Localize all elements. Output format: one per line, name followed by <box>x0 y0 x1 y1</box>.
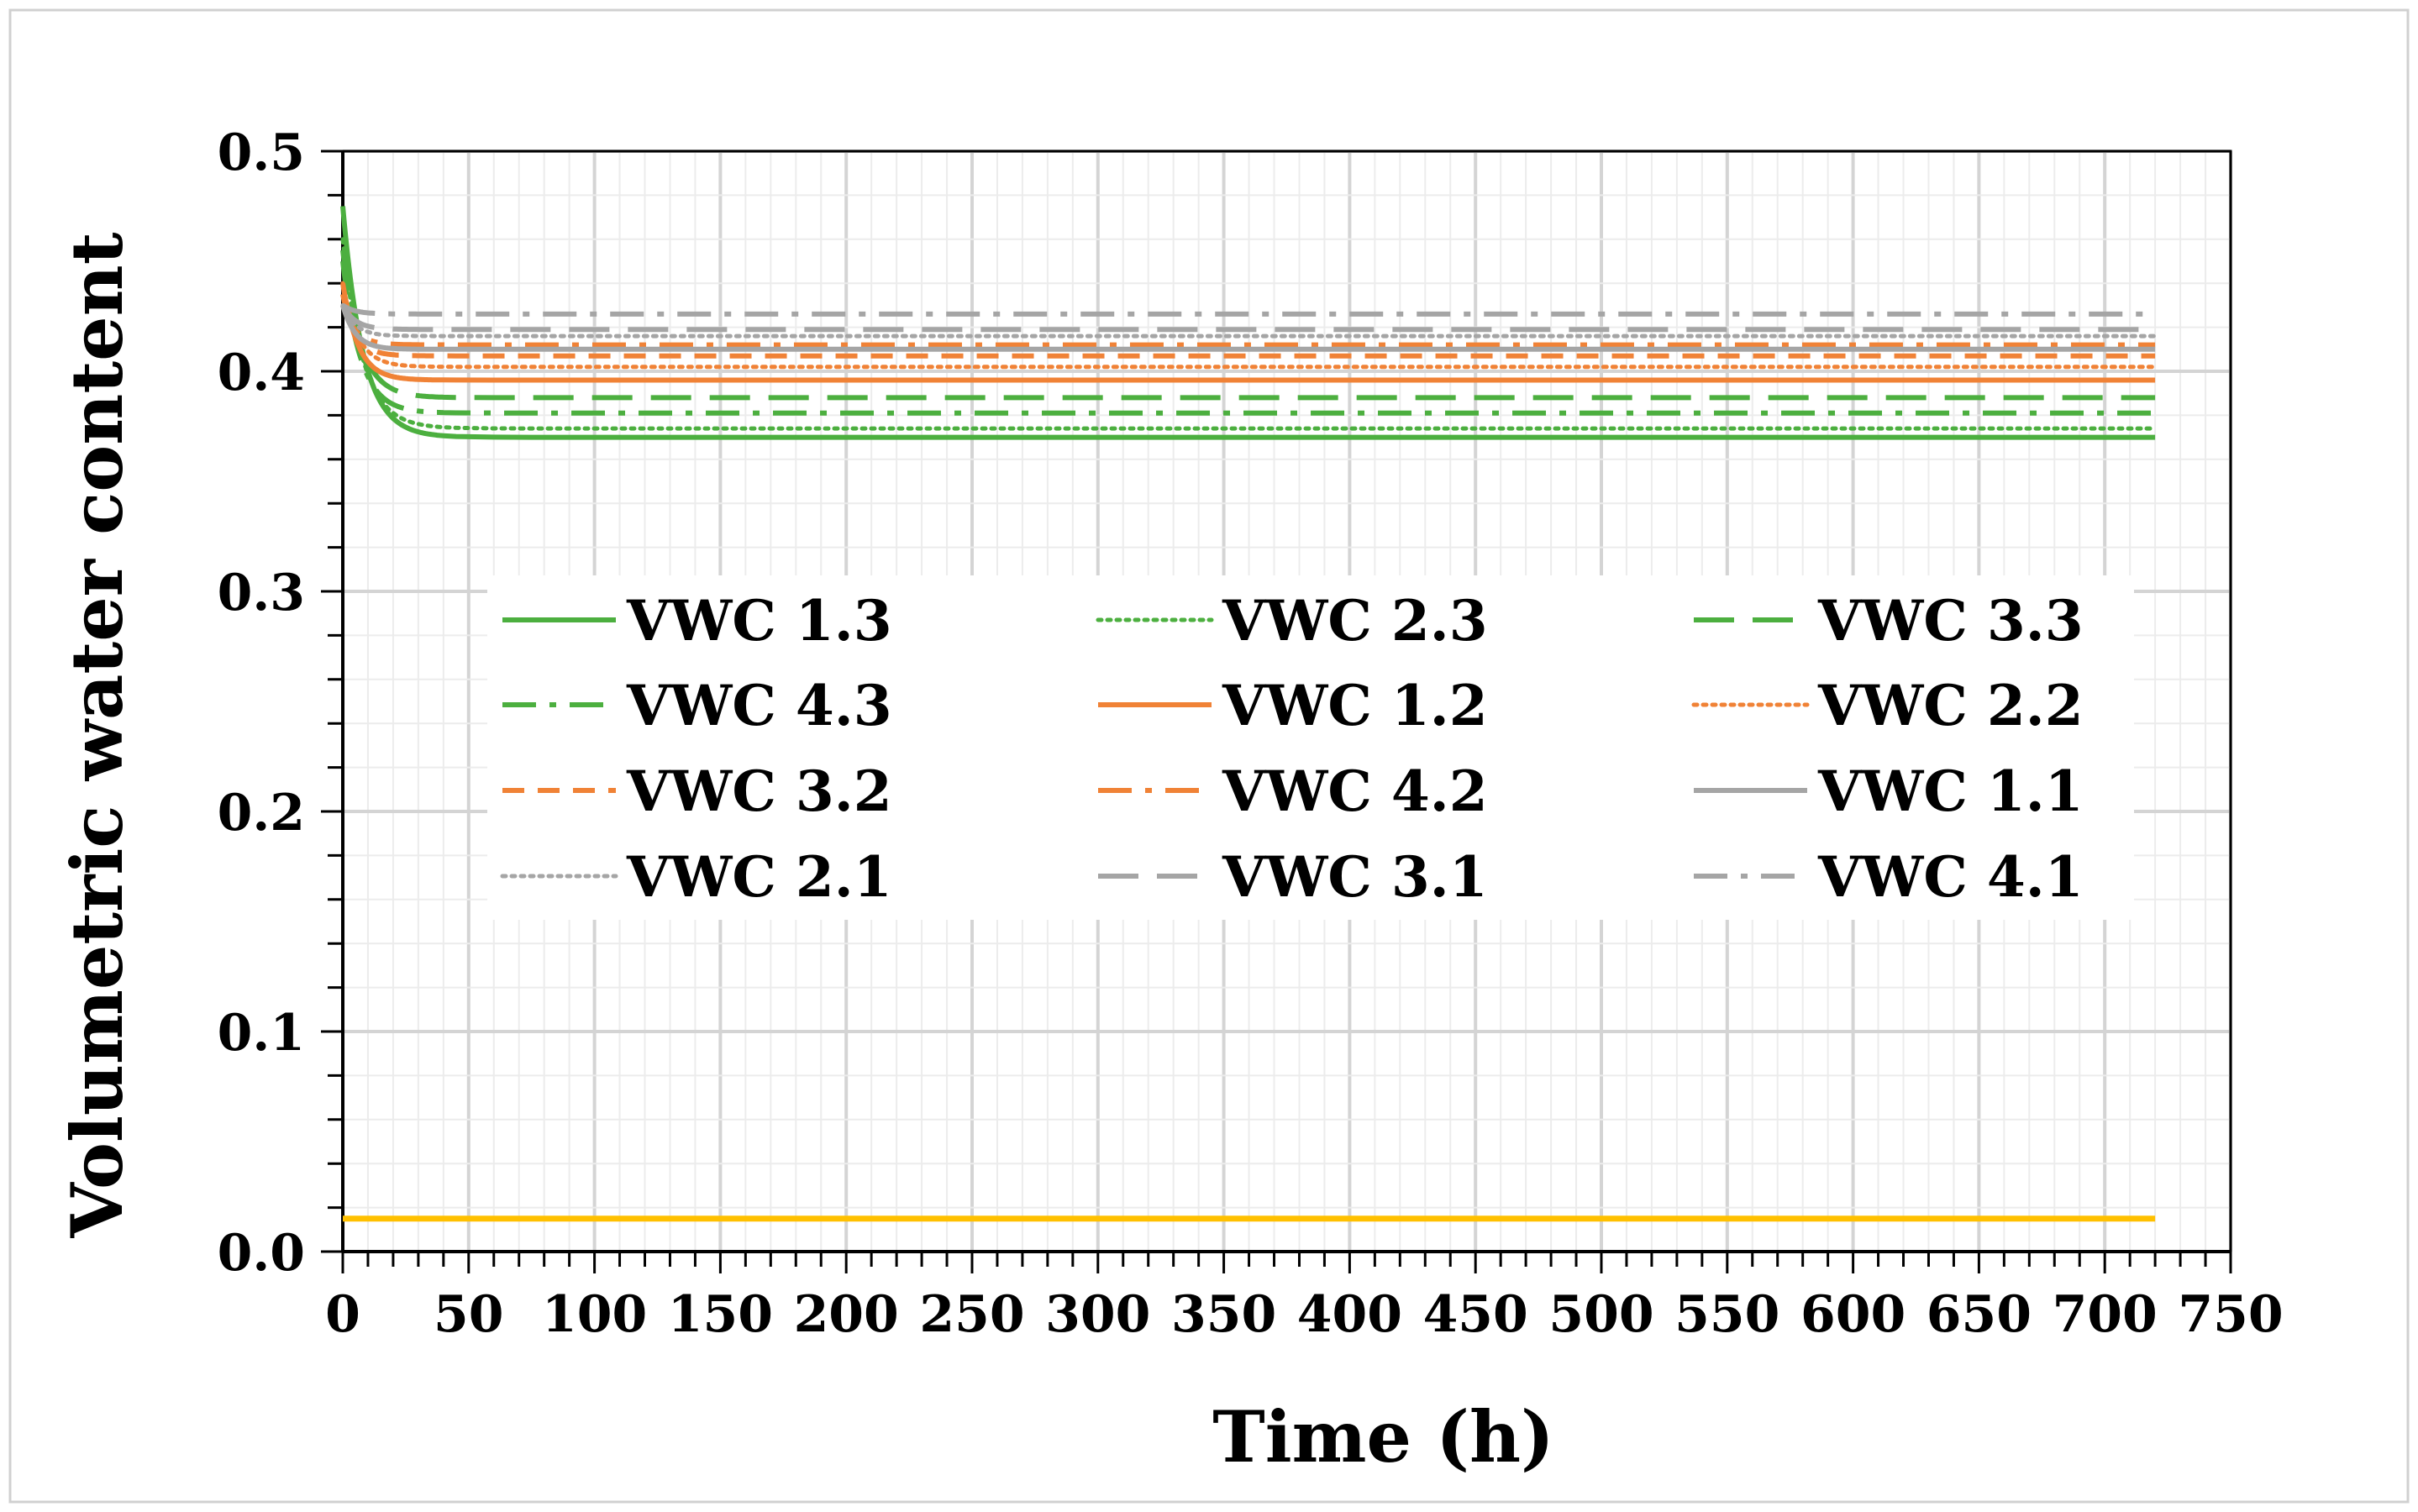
legend-label: VWC 4.1 <box>1817 844 2084 910</box>
legend-label: VWC 3.2 <box>626 759 892 824</box>
series-line-vwc-4-1 <box>341 302 2156 317</box>
legend-background <box>487 575 2134 920</box>
y-tick-label: 0.2 <box>218 784 305 843</box>
series-line-vwc-3-2 <box>340 293 2156 359</box>
x-tick-label: 750 <box>2178 1285 2283 1344</box>
x-tick-label: 200 <box>794 1285 899 1344</box>
x-tick-label: 300 <box>1045 1285 1150 1344</box>
legend-label: VWC 2.3 <box>1222 588 1488 654</box>
legend-label: VWC 3.3 <box>1817 588 2084 654</box>
legend-label: VWC 4.2 <box>1222 759 1488 824</box>
y-tick-label: 0.3 <box>218 564 305 622</box>
x-tick-label: 600 <box>1800 1285 1905 1344</box>
x-tick-label: 0 <box>325 1285 360 1344</box>
y-tick-label: 0.5 <box>218 123 305 182</box>
series-line-vwc-2-1 <box>340 302 2158 339</box>
x-tick-label: 50 <box>434 1285 504 1344</box>
x-tick-label: 550 <box>1674 1285 1779 1344</box>
legend-label: VWC 1.1 <box>1817 759 2084 824</box>
y-tick-label: 0.4 <box>218 344 305 402</box>
y-axis-title: Volumetric water content <box>55 232 139 1238</box>
x-tick-label: 650 <box>1927 1285 2032 1344</box>
tick-labels: 0 50 100 150 200 250 300 350 400 450 500 550 600 650 7… <box>218 123 2284 1344</box>
y-tick-label: 0.1 <box>218 1004 305 1063</box>
series-line-vwc-1-2 <box>340 282 2156 383</box>
x-tick-label: 350 <box>1171 1285 1276 1344</box>
y-tick-label: 0.0 <box>218 1224 305 1283</box>
x-tick-label: 100 <box>542 1285 647 1344</box>
series-line-vwc-4-3 <box>340 260 2156 416</box>
legend-label: VWC 3.1 <box>1222 844 1488 910</box>
x-tick-label: 150 <box>668 1285 773 1344</box>
series-line-vwc-3-1 <box>340 303 2156 333</box>
x-tick-label: 400 <box>1297 1285 1402 1344</box>
legend-label: VWC 2.2 <box>1817 673 2084 738</box>
legend-label: VWC 1.3 <box>626 588 892 654</box>
series-line-vwc-4-2 <box>340 304 2156 348</box>
x-tick-label: 500 <box>1548 1285 1653 1344</box>
series-line-vwc-2-2 <box>340 281 2158 370</box>
legend-label: VWC 1.2 <box>1222 673 1488 738</box>
x-axis-title: Time (h) <box>1212 1395 1554 1478</box>
x-tick-label: 450 <box>1423 1285 1528 1344</box>
legend-label: VWC 4.3 <box>626 673 892 738</box>
axes <box>321 150 2232 1273</box>
legend: VWC 1.3 VWC 2.3 VWC 3.3 VWC 4.3 VWC 1.2 VWC 2… <box>487 575 2134 920</box>
x-tick-label: 700 <box>2053 1285 2158 1344</box>
legend-label: VWC 2.1 <box>626 844 892 910</box>
series-group <box>340 206 2158 1222</box>
x-tick-label: 250 <box>919 1285 1024 1344</box>
series-line-vwc-1-1 <box>340 304 2156 352</box>
